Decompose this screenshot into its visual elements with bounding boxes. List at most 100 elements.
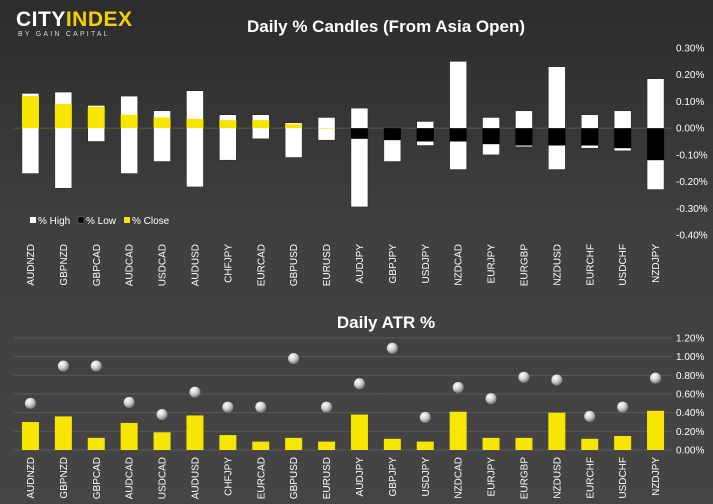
atr-bar xyxy=(285,437,303,450)
candles-y-tick: 0.20% xyxy=(676,70,704,81)
atr-marker xyxy=(189,386,201,398)
atr-bar xyxy=(153,432,171,450)
candles-category-label: AUDUSD xyxy=(190,244,201,286)
atr-bar xyxy=(87,437,105,450)
candles-y-tick: 0.00% xyxy=(676,124,704,135)
candle-close-bar xyxy=(449,128,467,142)
atr-bar xyxy=(581,438,599,450)
atr-y-tick: 1.20% xyxy=(676,334,704,345)
atr-marker xyxy=(386,342,398,354)
atr-marker xyxy=(255,401,267,413)
atr-marker xyxy=(222,401,234,413)
candles-y-tick: -0.30% xyxy=(676,204,708,215)
atr-plot: 1.20% 1.00% 0.80% 0.60% 0.40% 0.20% 0.00% AUDNZ… xyxy=(14,334,704,500)
atr-category-label: EURCAD xyxy=(256,457,267,499)
candle-close-bar xyxy=(252,120,270,129)
legend-swatch xyxy=(30,217,36,223)
candle-close-bar xyxy=(54,104,72,129)
atr-bar xyxy=(54,416,72,450)
brand-logo: CITYINDEX BY GAIN CAPITAL xyxy=(16,8,141,40)
atr-category-label: EURCHF xyxy=(585,457,596,499)
candles-category-label: USDCAD xyxy=(158,244,169,286)
candles-y-tick: -0.10% xyxy=(676,150,708,161)
atr-category-label: CHFJPY xyxy=(223,457,234,496)
candles-category-label: EURCHF xyxy=(585,244,596,286)
candles-y-tick: 0.30% xyxy=(676,44,704,55)
candles-category-label: CHFJPY xyxy=(223,244,234,283)
atr-marker xyxy=(617,401,629,413)
atr-bar xyxy=(186,415,204,450)
candle-close-bar xyxy=(219,120,237,129)
atr-bar xyxy=(515,437,533,450)
atr-category-label: AUDCAD xyxy=(125,457,136,499)
candles-plot: 0.30% 0.20% 0.10% 0.00% -0.10% -0.20% -0.30% -0… xyxy=(14,44,708,287)
candles-category-label: GBPJPY xyxy=(388,244,399,284)
candles-category-label: GBPNZD xyxy=(59,244,70,286)
atr-marker xyxy=(90,360,102,372)
legend-label: % Low xyxy=(86,216,117,227)
atr-marker xyxy=(288,353,300,365)
atr-category-label: GBPNZD xyxy=(59,457,70,499)
atr-bar xyxy=(350,414,368,450)
atr-y-tick: 0.60% xyxy=(676,390,704,401)
candle-close-bar xyxy=(186,118,204,129)
candle-close-bar xyxy=(383,128,401,141)
candles-category-label: EURGBP xyxy=(519,244,530,287)
atr-bar xyxy=(318,441,336,450)
candle-range-bar xyxy=(317,117,336,141)
candles-legend: % High % Low % Close xyxy=(30,216,170,227)
candle-close-bar xyxy=(153,117,171,129)
candle-close-bar xyxy=(120,114,138,129)
candles-category-label: GBPUSD xyxy=(289,244,300,286)
candle-range-bar xyxy=(350,107,369,208)
atr-category-label: GBPCAD xyxy=(92,457,103,499)
candle-range-bar xyxy=(284,122,303,158)
candle-close-bar xyxy=(21,96,39,129)
candles-category-label: AUDCAD xyxy=(125,244,136,286)
atr-category-label: AUDUSD xyxy=(190,457,201,499)
candles-category-label: AUDJPY xyxy=(355,244,366,284)
atr-marker xyxy=(518,371,530,383)
atr-bar xyxy=(21,422,39,450)
atr-category-label: EURUSD xyxy=(322,457,333,499)
candle-close-bar xyxy=(285,124,303,129)
atr-bar xyxy=(383,438,401,450)
candle-close-bar xyxy=(581,128,599,146)
candles-category-label: GBPCAD xyxy=(92,244,103,286)
legend-label: % Close xyxy=(132,216,170,227)
atr-marker xyxy=(452,381,464,393)
candles-category-label: USDCHF xyxy=(618,244,629,286)
atr-bar xyxy=(120,422,138,450)
atr-marker xyxy=(24,397,36,409)
atr-y-tick: 1.00% xyxy=(676,352,704,363)
atr-bar xyxy=(252,441,270,450)
atr-marker xyxy=(485,393,497,405)
atr-category-label: AUDNZD xyxy=(26,457,37,499)
candles-category-label: EURJPY xyxy=(487,244,498,284)
candle-range-bar xyxy=(449,61,467,170)
atr-marker xyxy=(156,409,168,421)
candles-y-tick: -0.40% xyxy=(676,231,708,242)
candle-close-bar xyxy=(318,128,336,129)
atr-chart-title: Daily ATR % xyxy=(337,313,435,332)
atr-bar xyxy=(614,436,632,450)
atr-y-tick: 0.80% xyxy=(676,371,704,382)
candles-category-label: USDJPY xyxy=(421,244,432,284)
candles-chart-title: Daily % Candles (From Asia Open) xyxy=(247,17,525,36)
atr-marker xyxy=(419,411,431,423)
candles-category-label: AUDNZD xyxy=(26,244,37,286)
atr-marker xyxy=(57,360,69,372)
atr-category-label: NZDJPY xyxy=(651,457,662,496)
legend-swatch xyxy=(124,217,130,223)
candle-range-bar xyxy=(186,90,204,188)
candle-close-bar xyxy=(482,128,500,145)
atr-y-tick: 0.00% xyxy=(676,446,704,457)
candles-category-label: EURUSD xyxy=(322,244,333,286)
candles-y-tick: -0.20% xyxy=(676,177,708,188)
atr-marker xyxy=(123,396,135,408)
atr-category-label: EURGBP xyxy=(519,457,530,500)
atr-bar xyxy=(416,441,434,450)
candle-close-bar xyxy=(87,106,105,129)
atr-category-label: NZDUSD xyxy=(552,457,563,499)
atr-marker xyxy=(551,374,563,386)
